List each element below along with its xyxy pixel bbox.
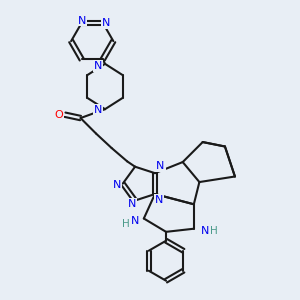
Text: N: N [131, 216, 139, 226]
Text: N: N [201, 226, 209, 236]
Text: N: N [155, 195, 164, 205]
Text: H: H [122, 219, 130, 229]
Text: H: H [210, 226, 218, 236]
Text: N: N [128, 199, 136, 209]
Text: N: N [77, 16, 86, 26]
Text: N: N [94, 105, 103, 115]
Text: N: N [156, 161, 165, 172]
Text: N: N [102, 18, 110, 28]
Text: N: N [113, 180, 122, 190]
Text: O: O [54, 110, 63, 120]
Text: N: N [94, 61, 103, 71]
